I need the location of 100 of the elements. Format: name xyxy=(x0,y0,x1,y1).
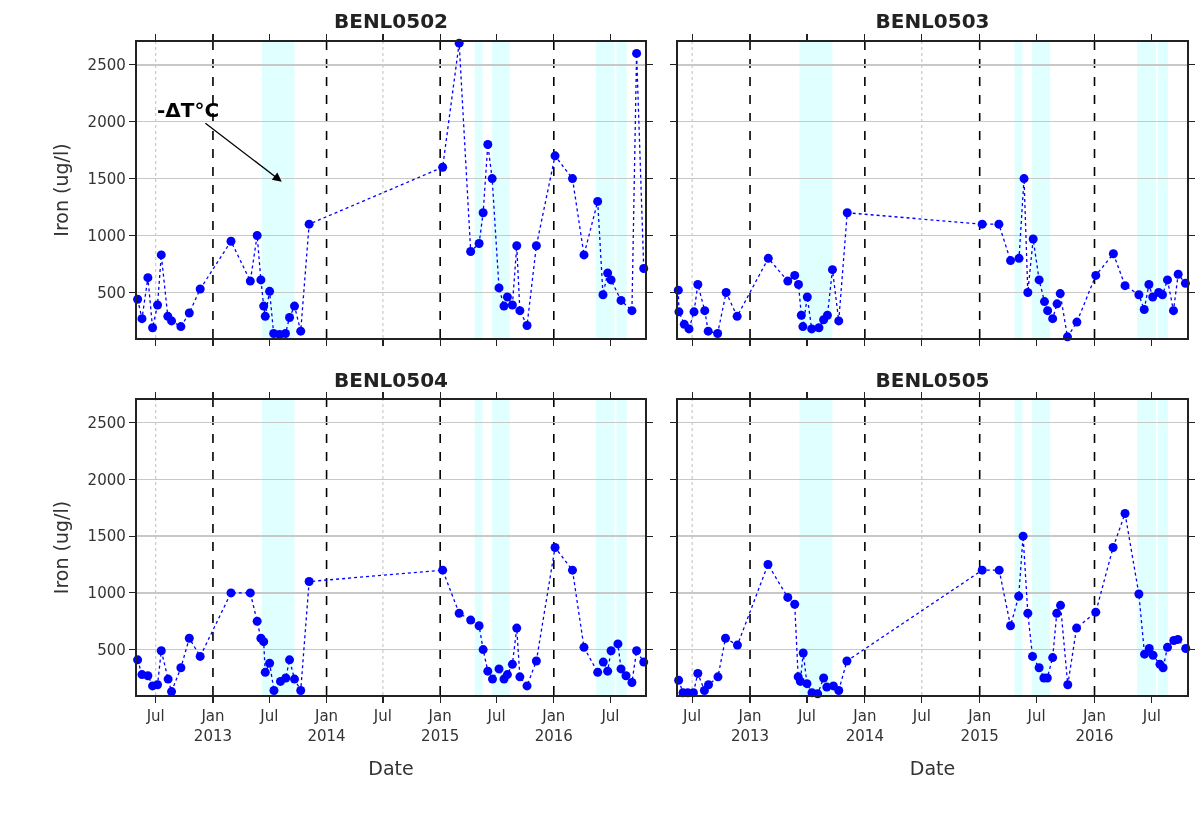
point xyxy=(579,250,589,260)
point xyxy=(269,685,279,695)
point xyxy=(245,588,255,598)
point xyxy=(567,565,577,575)
point xyxy=(531,656,541,666)
x-axis-title: Date xyxy=(909,756,956,779)
point xyxy=(1163,642,1172,652)
point xyxy=(834,316,844,326)
x-tick-label: Jul xyxy=(259,707,279,726)
point xyxy=(616,295,626,305)
point xyxy=(842,208,852,218)
point xyxy=(713,328,723,338)
point xyxy=(721,287,731,297)
point xyxy=(478,208,488,218)
point xyxy=(487,674,497,684)
point xyxy=(603,268,613,278)
point xyxy=(304,577,314,587)
point xyxy=(689,307,699,317)
point xyxy=(1048,653,1058,663)
point xyxy=(143,671,153,681)
point xyxy=(156,250,166,260)
point xyxy=(260,311,270,321)
point xyxy=(700,306,710,316)
point xyxy=(763,253,773,263)
point xyxy=(1028,651,1038,661)
point xyxy=(1072,623,1082,633)
point xyxy=(1052,608,1062,618)
point xyxy=(721,633,730,643)
x-tick-label: Jan 2013 xyxy=(193,707,233,745)
x-tick-label: Jul xyxy=(486,707,506,726)
point xyxy=(684,324,694,334)
point xyxy=(290,674,299,684)
point xyxy=(502,670,512,680)
point xyxy=(1134,290,1144,300)
y-tick-label: 1000 xyxy=(87,584,126,603)
point xyxy=(1023,608,1033,618)
point xyxy=(512,623,522,633)
point xyxy=(515,672,525,682)
point xyxy=(259,637,269,647)
point xyxy=(1034,275,1044,285)
point xyxy=(994,565,1004,575)
x-tick-label: Jul xyxy=(1141,707,1161,726)
point xyxy=(281,673,291,683)
point xyxy=(790,270,800,280)
point xyxy=(531,241,541,251)
point xyxy=(184,633,194,643)
point xyxy=(1018,531,1028,541)
point xyxy=(499,301,509,311)
point xyxy=(438,162,448,172)
x-tick-label: Jan 2016 xyxy=(534,707,573,745)
point xyxy=(593,667,603,677)
point xyxy=(1144,279,1154,289)
point xyxy=(807,324,817,334)
point xyxy=(550,151,560,161)
point xyxy=(1006,256,1016,266)
point xyxy=(1006,621,1016,631)
point xyxy=(704,680,714,690)
point xyxy=(822,310,832,320)
point xyxy=(632,48,642,58)
point xyxy=(567,174,577,184)
point xyxy=(627,306,637,316)
point xyxy=(1063,680,1073,690)
chart-title: BENL0504 xyxy=(333,368,449,392)
point xyxy=(763,560,773,570)
x-tick-label: Jan 2013 xyxy=(730,707,770,745)
x-tick-label: Jul xyxy=(372,707,392,726)
point xyxy=(522,320,532,330)
y-tick-label: 2000 xyxy=(87,112,126,131)
point xyxy=(296,326,306,336)
point xyxy=(1052,299,1062,309)
point xyxy=(1055,289,1065,299)
point xyxy=(1144,643,1154,653)
point xyxy=(260,667,270,677)
x-tick-label: Jan 2014 xyxy=(845,707,884,745)
point xyxy=(474,621,484,631)
point xyxy=(703,326,713,336)
point xyxy=(1134,589,1144,599)
point xyxy=(819,673,829,683)
x-tick-label: Jul xyxy=(1026,707,1046,726)
point xyxy=(842,656,852,666)
point xyxy=(195,651,205,661)
point xyxy=(226,236,236,246)
y-tick-label: 500 xyxy=(97,283,126,302)
point xyxy=(494,283,504,293)
x-tick-label: Jan 2014 xyxy=(307,707,346,745)
point xyxy=(802,679,812,689)
point xyxy=(1139,305,1149,315)
point xyxy=(483,139,493,149)
point xyxy=(304,219,314,229)
point xyxy=(606,275,616,285)
point xyxy=(1163,275,1172,285)
point xyxy=(1028,234,1038,244)
y-axis-title: Iron (ug/l) xyxy=(50,500,73,595)
point xyxy=(176,322,186,332)
y-tick-label: 1500 xyxy=(87,527,126,546)
point xyxy=(507,300,517,310)
point xyxy=(280,328,290,338)
point xyxy=(693,279,703,289)
point xyxy=(167,316,177,326)
point xyxy=(259,301,269,311)
